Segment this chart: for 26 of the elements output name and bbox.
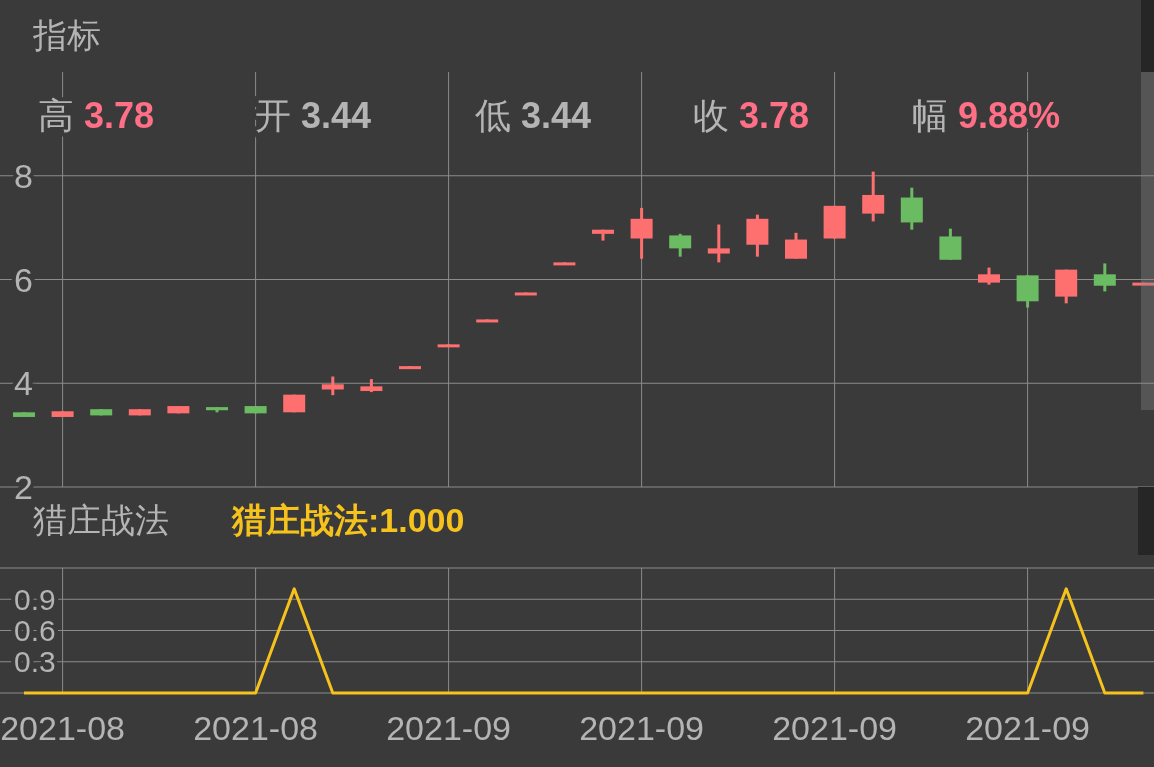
x-tick-label: 2021-08 [0,709,125,747]
candlestick [785,231,807,259]
x-tick-label: 2021-09 [579,709,704,747]
y-tick-label: 0.3 [14,645,56,679]
candlestick [862,171,885,222]
annotation: 低 3.44 [475,94,592,136]
candlestick [939,228,962,260]
chart-title: 指标 [32,16,101,54]
x-tick-label: 2021-09 [386,709,511,747]
x-tick-label: 2021-09 [965,709,1090,747]
annotation: 幅 9.88% [912,94,1061,136]
candlestick [1093,263,1116,292]
x-tick-label: 2021-08 [193,709,318,747]
candlestick [321,376,344,397]
y-tick-label: 0.9 [14,582,56,616]
annotation: 收 3.78 [693,94,810,136]
candlestick [630,206,653,259]
y-tick-label: 4 [14,364,33,403]
x-tick-label: 2021-09 [772,709,897,747]
y-tick-label: 8 [14,156,33,195]
y-tick-label: 2 [14,468,33,506]
candlestick [707,224,730,263]
candlestick [669,232,692,257]
chart-title: 猎庄战法 [33,501,169,539]
text: 猎庄战法:1.000 [231,501,465,539]
annotation: 开 3.44 [255,94,372,136]
